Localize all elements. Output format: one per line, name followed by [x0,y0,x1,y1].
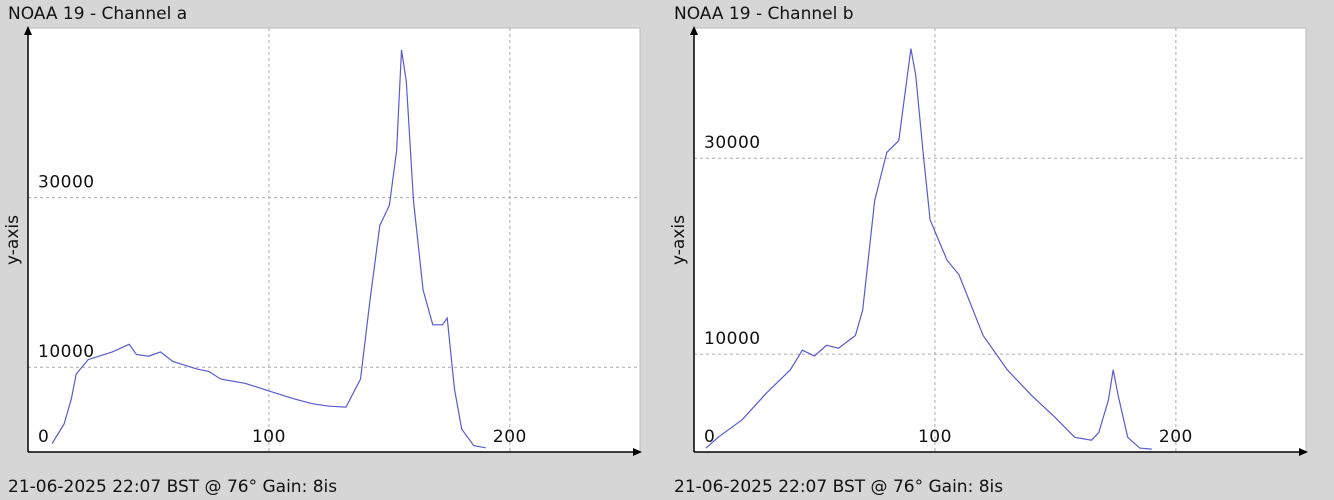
plot-area [27,27,641,453]
x-tick-label: 200 [1159,427,1193,447]
y-tick-label: 30000 [38,173,95,193]
chart-title: NOAA 19 - Channel b [674,4,854,24]
y-tick-label: 10000 [38,342,95,362]
y-tick-label: 0 [38,427,49,447]
x-tick-label: 100 [252,427,286,447]
x-tick-label: 100 [918,427,952,447]
footer-caption: 21-06-2025 22:07 BST @ 76° Gain: 8is [674,477,1003,497]
y-tick-label: 10000 [704,329,761,349]
y-tick-label: 30000 [704,133,761,153]
y-tick-label: 0 [704,427,715,447]
y-axis-label: y-axis [669,215,689,265]
y-axis-arrow [690,26,698,35]
chart-title: NOAA 19 - Channel a [8,4,187,24]
x-tick-label: 200 [493,427,527,447]
data-line [705,48,1152,450]
plot-area [693,27,1307,453]
data-line [51,49,486,449]
x-axis-arrow [633,448,642,456]
x-axis-arrow [1299,448,1308,456]
y-axis-arrow [24,26,32,35]
y-axis-label: y-axis [3,215,23,265]
footer-caption: 21-06-2025 22:07 BST @ 76° Gain: 8is [8,477,337,497]
